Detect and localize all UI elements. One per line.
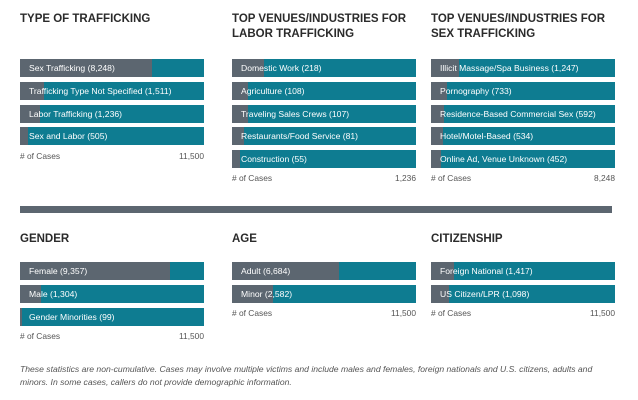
- bar-label: Gender Minorities (99): [29, 311, 115, 322]
- bar-fill: [20, 59, 152, 77]
- bar-row: US Citizen/LPR (1,098): [431, 284, 615, 303]
- bar-fill: [232, 127, 245, 146]
- bar-list: Foreign National (1,417) US Citizen/LPR (…: [431, 262, 615, 308]
- chart-panel-citizenship: CITIZENSHIP Foreign National (1,417) US C…: [431, 232, 615, 327]
- bar-row: Hotel/Motel-Based (534): [431, 127, 615, 146]
- bar-fill: [232, 284, 274, 303]
- bar-row: Pornography (733): [431, 81, 615, 100]
- bar-fill: [20, 127, 29, 146]
- bar-list: Sex Trafficking (8,248) Trafficking Type …: [20, 59, 204, 150]
- bar-label: Construction (55): [241, 154, 307, 165]
- bar-fill: [232, 81, 249, 100]
- chart-title: TOP VENUES/INDUSTRIES FOR SEX TRAFFICKIN…: [431, 13, 606, 40]
- bar-row: Male (1,304): [20, 284, 204, 303]
- bar-list: Domestic Work (218) Agriculture (108) Trav…: [232, 59, 416, 173]
- bar-row: Minor (2,582): [232, 284, 416, 303]
- bar-row: Adult (6,684): [232, 262, 416, 280]
- bar-label: Minor (2,582): [241, 288, 293, 299]
- axis-label: # of Cases: [431, 173, 472, 183]
- bar-label: Female (9,357): [29, 266, 88, 276]
- bar-row: Restaurants/Food Service (81): [232, 127, 416, 146]
- footnote: These statistics are non-cumulative. Cas…: [20, 364, 593, 387]
- axis-max-label: 1,236: [395, 173, 416, 183]
- bar-label: Pornography (733): [440, 85, 512, 96]
- bar-fill: [431, 104, 445, 123]
- bar-label: Online Ad, Venue Unknown (452): [440, 154, 568, 165]
- axis-label: # of Cases: [431, 308, 472, 318]
- bar-row: Sex and Labor (505): [20, 127, 204, 146]
- bar-fill: [232, 104, 248, 123]
- bar-row: Sex Trafficking (8,248): [20, 59, 204, 77]
- bar-label: Adult (6,684): [241, 266, 291, 276]
- bar-fill: [20, 284, 41, 303]
- bar-fill: [431, 127, 443, 146]
- bar-label: Residence-Based Commercial Sex (592): [440, 108, 596, 119]
- bar-label: Agriculture (108): [241, 85, 305, 96]
- bar-label: Sex and Labor (505): [29, 131, 108, 142]
- bar-fill: [431, 81, 448, 100]
- chart-title: AGE: [232, 233, 257, 245]
- bar-fill: [20, 307, 22, 326]
- bar-row: Female (9,357): [20, 262, 204, 280]
- bar-fill: [232, 150, 241, 169]
- bar-row: Construction (55): [232, 150, 416, 169]
- bar-label: Sex Trafficking (8,248): [29, 63, 115, 73]
- bar-row: Illicit Massage/Spa Business (1,247): [431, 59, 615, 77]
- bar-fill: [232, 59, 265, 77]
- bar-label: Labor Trafficking (1,236): [29, 108, 122, 119]
- bar-label: Illicit Massage/Spa Business (1,247): [440, 63, 579, 73]
- bar-row: Residence-Based Commercial Sex (592): [431, 104, 615, 123]
- chart-panel-sex-trafficking-venues: TOP VENUES/INDUSTRIES FOR SEX TRAFFICKIN…: [431, 12, 615, 187]
- axis-max-label: 8,248: [594, 173, 615, 183]
- chart-title: TOP VENUES/INDUSTRIES FOR LABOR TRAFFICK…: [232, 13, 407, 40]
- bar-fill: [232, 262, 339, 280]
- bar-fill: [20, 81, 45, 100]
- axis-max-label: 11,500: [179, 151, 204, 161]
- axis-label: # of Cases: [20, 331, 61, 341]
- bar-row: Domestic Work (218): [232, 59, 416, 77]
- bar-fill: [431, 284, 449, 303]
- bar-row: Trafficking Type Not Specified (1,511): [20, 81, 204, 100]
- bar-label: Male (1,304): [29, 288, 78, 299]
- bar-fill: [431, 150, 442, 169]
- axis-label: # of Cases: [232, 308, 273, 318]
- bar-row: Gender Minorities (99): [20, 307, 204, 326]
- chart-title: CITIZENSHIP: [431, 233, 503, 245]
- bar-fill: [431, 59, 459, 77]
- bar-row: Traveling Sales Crews (107): [232, 104, 416, 123]
- bar-row: Foreign National (1,417): [431, 262, 615, 280]
- bar-fill: [20, 104, 40, 123]
- axis-label: # of Cases: [20, 151, 61, 161]
- bar-row: Agriculture (108): [232, 81, 416, 100]
- axis-max-label: 11,500: [590, 308, 615, 318]
- bar-label: Hotel/Motel-Based (534): [440, 131, 534, 142]
- chart-title: TYPE OF TRAFFICKING: [20, 13, 151, 25]
- bar-label: Restaurants/Food Service (81): [241, 131, 359, 142]
- chart-panel-labor-trafficking-venues: TOP VENUES/INDUSTRIES FOR LABOR TRAFFICK…: [232, 12, 416, 187]
- bar-label: Trafficking Type Not Specified (1,511): [29, 85, 172, 96]
- bar-label: Foreign National (1,417): [440, 266, 533, 276]
- bar-label: Traveling Sales Crews (107): [241, 108, 350, 119]
- bar-fill: [20, 262, 170, 280]
- bar-list: Adult (6,684) Minor (2,582): [232, 262, 416, 308]
- bar-label: Domestic Work (218): [241, 63, 322, 73]
- bar-label: US Citizen/LPR (1,098): [440, 288, 530, 299]
- bar-row: Online Ad, Venue Unknown (452): [431, 150, 615, 169]
- axis-label: # of Cases: [232, 173, 273, 183]
- bar-list: Illicit Massage/Spa Business (1,247) Porn…: [431, 59, 615, 173]
- section-divider: [20, 206, 612, 213]
- bar-row: Labor Trafficking (1,236): [20, 104, 204, 123]
- chart-panel-type-of-trafficking: TYPE OF TRAFFICKING Sex Trafficking (8,2…: [20, 12, 204, 162]
- chart-panel-age: AGE Adult (6,684) Minor (2,582) # of Case…: [232, 232, 416, 327]
- axis-max-label: 11,500: [391, 308, 416, 318]
- chart-panel-gender: GENDER Female (9,357) Male (1,304) Gender …: [20, 232, 204, 347]
- bar-fill: [431, 262, 454, 280]
- bar-list: Female (9,357) Male (1,304) Gender Minorit…: [20, 262, 204, 330]
- axis-max-label: 11,500: [179, 331, 204, 341]
- chart-title: GENDER: [20, 233, 70, 245]
